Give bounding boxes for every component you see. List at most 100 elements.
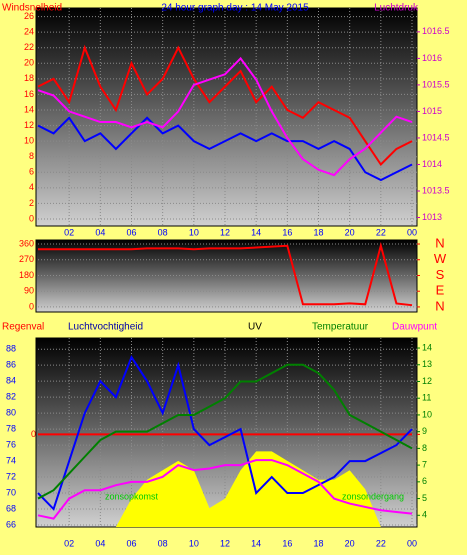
y-tick-label: 84 [6, 376, 16, 386]
y2-tick-label: 1016 [422, 53, 442, 63]
y-tick-label: 180 [19, 270, 34, 280]
line [37, 459, 413, 520]
x-tick-label: 04 [95, 538, 105, 548]
y-label: Windsnelheid [2, 3, 62, 14]
y-tick-label: 22 [24, 42, 34, 52]
y2-tick-label: 13 [422, 359, 432, 369]
area [38, 451, 412, 527]
x-tick-label: 10 [189, 538, 199, 548]
y-tick-label: 72 [6, 471, 16, 481]
y2-tick-label: 10 [422, 409, 432, 419]
plot-area [35, 7, 418, 227]
y2-tick-label: 1013.5 [422, 185, 450, 195]
y-tick-label: 16 [24, 89, 34, 99]
y-tick-label: 12 [24, 120, 34, 130]
x-tick-label: 12 [220, 538, 230, 548]
x-tick-label: 00 [407, 538, 417, 548]
y2-tick-label: 1014 [422, 159, 442, 169]
y2-tick-label: 14 [422, 342, 432, 352]
title: 24 hour graph day : 14 May 2015 [161, 3, 309, 14]
y-tick-label: 78 [6, 423, 16, 433]
series-label: UV [248, 322, 262, 333]
line [37, 363, 413, 500]
x-tick-label: 22 [376, 227, 386, 237]
x-tick-label: 06 [126, 538, 136, 548]
y2-tick-label: 6 [422, 476, 427, 486]
y2-tick-label: 7 [422, 459, 427, 469]
x-tick-label: 20 [345, 538, 355, 548]
line [37, 355, 413, 511]
y-tick-label: 76 [6, 439, 16, 449]
y-tick-label: 70 [6, 487, 16, 497]
y-tick-label: 360 [19, 238, 34, 248]
y3-tick-label: 0 [31, 429, 36, 439]
y-tick-label: 10 [24, 136, 34, 146]
y2-tick-label: 11 [422, 393, 431, 403]
y2-tick-label: W [434, 251, 447, 266]
line [38, 241, 413, 307]
x-tick-label: 02 [64, 538, 74, 548]
x-tick-label: 06 [126, 227, 136, 237]
y-tick-label: 26 [24, 11, 34, 21]
series-label: Luchtvochtigheid [68, 322, 143, 333]
x-tick-label: 08 [158, 538, 168, 548]
x-tick-label: 16 [282, 227, 292, 237]
annotation: zonsondergang [342, 491, 404, 501]
y2-tick-label: N [435, 298, 444, 313]
y-tick-label: 82 [6, 392, 16, 402]
y2-tick-label: 1015 [422, 106, 442, 116]
x-tick-label: 22 [376, 538, 386, 548]
x-tick-label: 12 [220, 227, 230, 237]
plot-area [35, 239, 418, 313]
x-tick-label: 00 [407, 227, 417, 237]
y2-tick-label: 1015.5 [422, 79, 450, 89]
y-tick-label: 88 [6, 344, 16, 354]
y-tick-label: 24 [24, 27, 34, 37]
line [37, 56, 413, 177]
y-tick-label: 0 [29, 301, 34, 311]
y2-tick-label: E [436, 283, 445, 298]
y-tick-label: 68 [6, 503, 16, 513]
x-tick-label: 14 [251, 538, 261, 548]
y-tick-label: 14 [24, 104, 34, 114]
y2-tick-label: 1014.5 [422, 132, 450, 142]
y2-tick-label: 8 [422, 443, 427, 453]
y2-tick-label: 9 [422, 426, 427, 436]
x-tick-label: 20 [345, 227, 355, 237]
y-tick-label: 2 [29, 198, 34, 208]
y2-label: Luchtdruk [374, 3, 419, 14]
x-tick-label: 16 [282, 538, 292, 548]
y-tick-label: 0 [29, 213, 34, 223]
y2-tick-label: N [435, 235, 444, 250]
y-tick-label: 74 [6, 455, 16, 465]
x-tick-label: 18 [313, 538, 323, 548]
y2-tick-label: S [436, 267, 445, 282]
line [37, 116, 413, 182]
series-label: Temperatuur [312, 322, 369, 333]
y-tick-label: 80 [6, 407, 16, 417]
x-tick-label: 04 [95, 227, 105, 237]
line [37, 44, 413, 167]
series-label: Regenval [2, 322, 44, 333]
y2-tick-label: 5 [422, 493, 427, 503]
x-tick-label: 02 [64, 227, 74, 237]
y2-tick-label: 1013 [422, 212, 442, 222]
y-tick-label: 90 [24, 286, 34, 296]
x-tick-label: 10 [189, 227, 199, 237]
y2-tick-label: 4 [422, 510, 427, 520]
y-tick-label: 66 [6, 519, 16, 529]
x-tick-label: 08 [158, 227, 168, 237]
y2-tick-label: 12 [422, 376, 432, 386]
series-label: Dauwpunt [392, 322, 437, 333]
x-tick-label: 14 [251, 227, 261, 237]
y-tick-label: 86 [6, 360, 16, 370]
y-tick-label: 18 [24, 73, 34, 83]
annotation: zonsopkomst [105, 491, 159, 501]
y-tick-label: 20 [24, 58, 34, 68]
y-tick-label: 270 [19, 254, 34, 264]
y-tick-label: 6 [29, 167, 34, 177]
x-tick-label: 18 [313, 227, 323, 237]
y-tick-label: 8 [29, 151, 34, 161]
y2-tick-label: 1016.5 [422, 26, 450, 36]
